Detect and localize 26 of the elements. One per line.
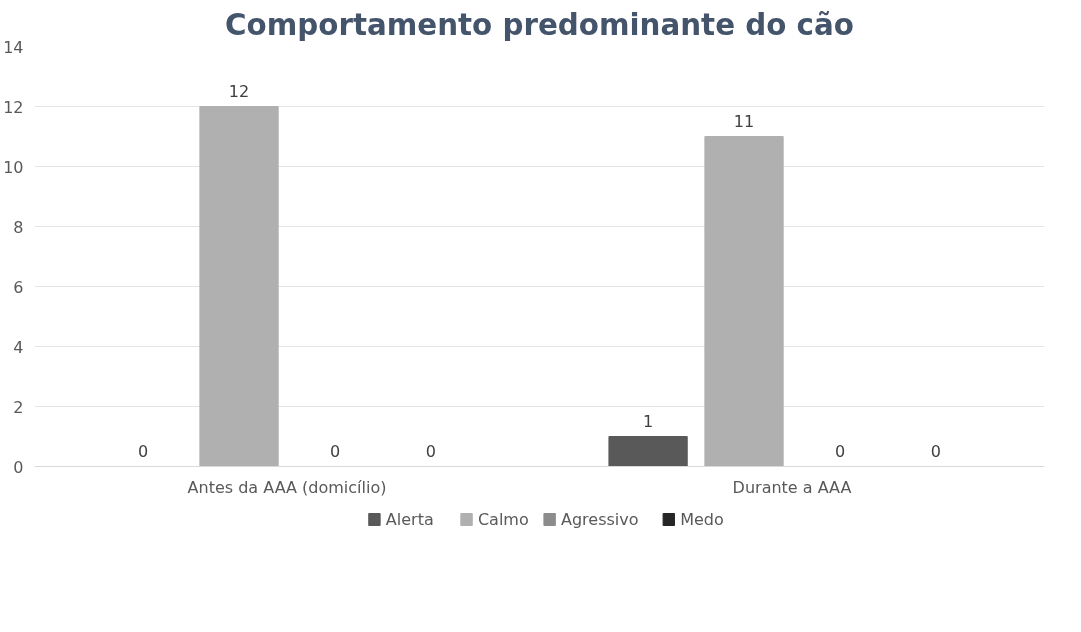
y-tick-label: 14 bbox=[3, 37, 24, 57]
legend-label: Medo bbox=[680, 510, 724, 529]
bar bbox=[704, 136, 784, 467]
x-tick-label: Durante a AAA bbox=[732, 477, 852, 497]
y-tick-label: 4 bbox=[13, 337, 24, 357]
data-label: 0 bbox=[137, 441, 149, 461]
legend-label: Agressivo bbox=[561, 510, 639, 529]
bar bbox=[199, 106, 279, 467]
legend-label: Calmo bbox=[477, 510, 529, 529]
y-tick-label: 12 bbox=[3, 97, 24, 117]
data-label: 0 bbox=[425, 441, 437, 461]
data-label: 0 bbox=[930, 441, 942, 461]
data-label: 12 bbox=[228, 81, 250, 101]
bar bbox=[608, 436, 688, 467]
y-tick-label: 10 bbox=[3, 157, 24, 177]
legend-label: Alerta bbox=[385, 510, 434, 529]
y-tick-label: 8 bbox=[13, 217, 24, 237]
data-label: 0 bbox=[834, 441, 846, 461]
chart-title: Comportamento predominante do cão bbox=[225, 7, 854, 42]
data-label: 0 bbox=[329, 441, 341, 461]
data-label: 1 bbox=[642, 411, 654, 431]
y-tick-label: 6 bbox=[13, 277, 24, 297]
x-tick-label: Antes da AAA (domicílio) bbox=[187, 477, 387, 497]
y-tick-label: 2 bbox=[13, 397, 24, 417]
y-tick-label: 0 bbox=[13, 457, 24, 477]
data-label: 11 bbox=[733, 111, 755, 131]
